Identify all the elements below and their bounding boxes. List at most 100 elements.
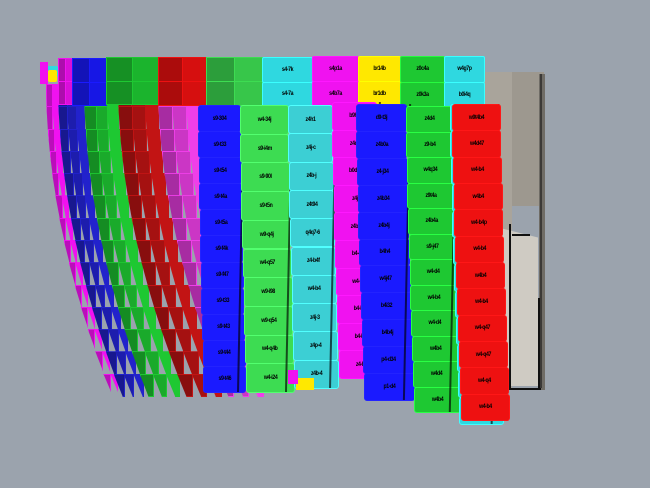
mesh-cell [123,373,135,397]
mesh-element-cell: w9-i98 [243,277,293,307]
element-label: s9-90l [259,173,272,181]
mesh-element-cell: w4-b4p [454,209,504,237]
element-label: s4b7a [329,90,342,98]
element-label: b4h4 [379,249,390,256]
mesh-element-cell: w4b4 [453,183,503,211]
element-label: s9-t4a [214,193,227,201]
element-label: w4-d4 [428,319,442,327]
mesh-element-cell: w4d4 [413,361,461,388]
element-label: br14b [373,65,386,73]
element-label: b9h1 [349,112,360,120]
mesh-patch [106,57,133,82]
mesh-cell [52,106,60,130]
mesh-element-cell: s9-t33 [198,131,242,159]
mesh-cell [84,106,97,130]
element-label: s9-j47 [426,243,439,251]
element-label: z4b0a [375,141,389,149]
mesh-cell [151,173,166,197]
element-label: s9-t54 [213,167,227,175]
element-label: w4d47 [469,140,484,148]
mesh-element-cell: z4-j34 [356,157,408,186]
element-label: w9-q54 [261,317,277,325]
element-label: w4j47 [379,275,393,283]
element-label: z9t4a [425,192,437,200]
mesh-element-cell: z4b0a [356,130,408,159]
mesh-element-cell: w4-d4 [409,259,457,286]
element-label: d9-t3j [375,114,388,122]
mesh-cell [178,173,194,197]
mesh-element-cell: w4-q4 [459,367,509,395]
mesh-cell [154,195,170,219]
mesh-element-cell: w4q34 [406,157,454,184]
mesh-cell [115,351,127,375]
element-label: w9-q4j [259,231,274,239]
mesh-cell [172,106,188,130]
mesh-cell [137,329,151,353]
mesh-element-cell: s9-90l [240,162,290,193]
element-label: z4b-4 [310,370,323,378]
mesh-cell [167,195,184,219]
mesh-element-cell: z4b34 [357,184,409,213]
element-label: s9-t5n [259,202,273,210]
mesh-cell [89,173,103,197]
element-label: b0d0a [348,168,362,175]
mesh-cell [84,195,95,219]
mesh-cell [144,351,159,375]
mesh-cell [96,217,110,241]
mesh-element-cell: s9-t54 [198,157,242,185]
element-label: w4-b4 [479,403,492,411]
mesh-element-cell: w4-b4 [455,235,505,263]
element-label: z9-b4 [424,141,436,149]
mesh-element-cell: w4-q47 [457,314,507,342]
mesh-cell [112,173,126,197]
mesh-element-cell: w4j47 [360,265,412,294]
mesh-patch [72,81,90,106]
mesh-cell [113,240,127,264]
casing-edge-shadow [539,74,545,390]
mesh-element-cell: w4-q47 [458,341,508,369]
mesh-patch [72,58,90,83]
element-label: s9-t46 [218,375,232,383]
mesh-element-cell: d9-t3j [356,104,407,132]
mesh-cell [53,128,61,152]
mesh-element-cell: z9t4a [407,182,455,209]
mesh-element-cell: z9-b4 [406,131,454,158]
mesh-patch [158,81,183,106]
mesh-cell [63,173,74,197]
mesh-cell [78,150,89,175]
mesh-cell [167,306,184,331]
mesh-cell [59,217,67,241]
mesh-cell [46,84,53,108]
mesh-cell [74,284,83,308]
mesh-patch [89,81,107,106]
element-label: b4i32 [380,302,393,310]
mesh-element-cell: z4j-c [288,133,334,163]
element-label: z4-h4 [355,361,368,369]
element-label: z4q1 [349,140,360,148]
element-label: br1db [373,90,386,98]
element-label: w4-b4 [473,245,487,253]
mesh-cell [116,195,129,219]
mesh-element-cell: s9-f47 [200,261,244,289]
element-label: w4-q4 [478,377,491,385]
mesh-element-cell: s9-t46 [203,365,247,393]
mesh-cell [164,173,180,197]
element-label: q4q7-6 [305,229,320,237]
mesh-cell [118,262,132,286]
element-label: w4-q4b [261,345,278,353]
mesh-cell [175,329,191,353]
element-label: z4j-c [306,144,316,152]
element-label: w4b4 [474,272,487,280]
element-label: z4b34 [376,195,390,203]
mesh-cell [124,240,138,264]
mesh-cell [70,150,80,175]
mesh-patch: s4-7k [262,57,313,83]
mesh-cell [95,351,104,375]
element-label: s9-t43 [217,323,230,331]
mesh-element-cell: w4b4 [456,262,506,290]
mesh-cell [141,262,157,286]
mesh-cell [149,240,165,264]
mesh-cell [131,106,147,130]
element-label: z4-b4f [307,257,320,265]
